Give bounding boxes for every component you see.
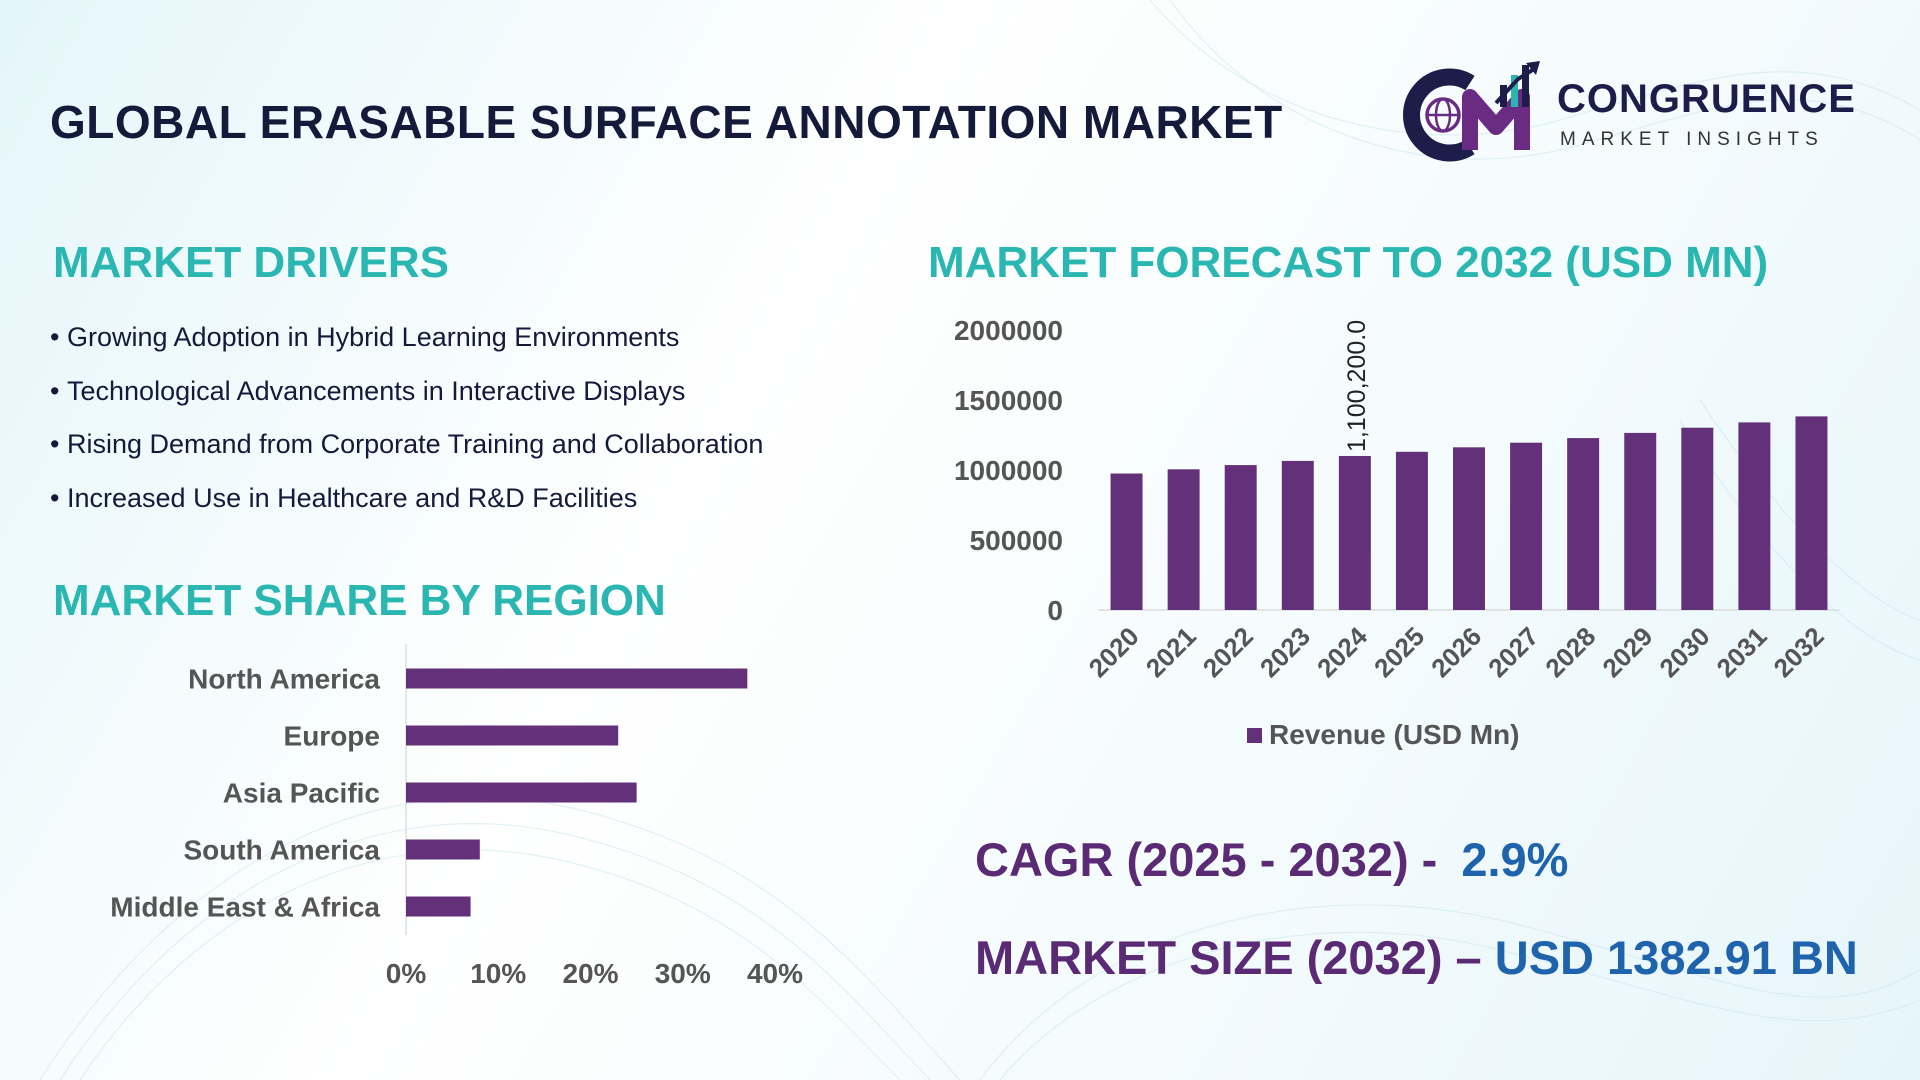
forecast-y-tick-label: 2000000: [954, 315, 1063, 346]
forecast-y-tick-label: 1000000: [954, 455, 1063, 486]
market-drivers-heading: MARKET DRIVERS: [53, 238, 450, 287]
forecast-x-tick-label: 2032: [1768, 621, 1830, 683]
forecast-x-tick-label: 2026: [1425, 621, 1487, 683]
forecast-x-tick-label: 2030: [1653, 621, 1715, 683]
driver-text: Rising Demand from Corporate Training an…: [67, 429, 764, 459]
region-category-label: Middle East & Africa: [110, 892, 380, 923]
region-x-tick-label: 30%: [655, 958, 711, 989]
bullet-mark: •: [50, 375, 60, 406]
forecast-bar: [1167, 469, 1200, 610]
forecast-bar: [1567, 438, 1600, 610]
forecast-x-tick-label: 2028: [1539, 621, 1601, 683]
region-category-label: Europe: [284, 721, 380, 752]
page-title: GLOBAL ERASABLE SURFACE ANNOTATION MARKE…: [50, 96, 1283, 148]
market-drivers-list: • Growing Adoption in Hybrid Learning Env…: [50, 322, 763, 536]
forecast-heading: MARKET FORECAST TO 2032 (USD MN): [928, 238, 1769, 287]
region-share-chart: North America Europe Asia Pacific South Ame…: [110, 644, 803, 989]
company-logo: CONGRUENCE MARKET INSIGHTS: [1400, 55, 1880, 165]
forecast-bar: [1110, 473, 1143, 610]
driver-item: • Growing Adoption in Hybrid Learning Env…: [50, 322, 763, 376]
logo-name: CONGRUENCE: [1557, 77, 1856, 121]
cagr-value: 2.9%: [1461, 833, 1569, 886]
forecast-bar: [1624, 432, 1657, 610]
logo-tagline: MARKET INSIGHTS: [1560, 129, 1824, 150]
driver-text: Growing Adoption in Hybrid Learning Envi…: [67, 322, 680, 352]
forecast-x-tick-label: 2023: [1254, 621, 1316, 683]
forecast-bar: [1795, 416, 1828, 610]
region-bar: [406, 782, 637, 803]
bullet-mark: •: [50, 429, 60, 459]
market-size-value: USD 1382.91 BN: [1494, 931, 1858, 984]
region-category-label: Asia Pacific: [223, 778, 380, 809]
driver-item: • Increased Use in Healthcare and R&D Fac…: [50, 483, 763, 537]
forecast-x-tick-label: 2031: [1711, 621, 1773, 683]
driver-text: Technological Advancements in Interactiv…: [67, 375, 686, 406]
region-bar: [406, 839, 480, 860]
forecast-bar: [1224, 465, 1257, 610]
region-x-tick-label: 10%: [470, 958, 526, 989]
forecast-x-tick-label: 2025: [1368, 621, 1430, 683]
forecast-x-tick-label: 2020: [1083, 621, 1145, 683]
driver-item: • Technological Advancements in Interacti…: [50, 376, 763, 430]
cagr-stat: CAGR (2025 - 2032) - 2.9%: [975, 832, 1568, 887]
region-share-heading: MARKET SHARE BY REGION: [53, 576, 666, 625]
forecast-bar: [1510, 442, 1543, 610]
region-bar: [406, 725, 619, 746]
cagr-label: CAGR (2025 - 2032) -: [975, 833, 1438, 886]
forecast-bar: [1738, 422, 1771, 610]
market-size-label: MARKET SIZE (2032) –: [975, 931, 1482, 984]
region-category-label: South America: [183, 835, 380, 866]
region-x-tick-label: 40%: [747, 958, 803, 989]
logo-mark-icon: [1403, 61, 1540, 162]
forecast-x-tick-label: 2029: [1596, 621, 1658, 683]
forecast-bar: [1281, 460, 1314, 610]
forecast-chart: 0 500000 1000000 1500000 2000000 202020212022…: [954, 315, 1840, 750]
forecast-x-tick-label: 2027: [1482, 621, 1544, 683]
legend-swatch: [1247, 728, 1262, 743]
region-x-tick-label: 0%: [386, 958, 427, 989]
region-x-tick-label: 20%: [562, 958, 618, 989]
forecast-x-tick-label: 2021: [1140, 621, 1202, 683]
forecast-y-tick-label: 0: [1047, 595, 1063, 626]
forecast-bar: [1681, 427, 1714, 610]
forecast-y-tick-label: 1500000: [954, 385, 1063, 416]
market-size-stat: MARKET SIZE (2032) – USD 1382.91 BN: [975, 930, 1858, 985]
region-bar: [406, 668, 748, 689]
driver-item: • Rising Demand from Corporate Training a…: [50, 429, 763, 483]
bullet-mark: •: [50, 322, 60, 352]
region-bar: [406, 896, 471, 917]
forecast-y-tick-label: 500000: [970, 525, 1063, 556]
forecast-x-tick-label: 2024: [1311, 621, 1373, 683]
region-category-label: North America: [188, 664, 380, 695]
forecast-bar: [1395, 451, 1428, 610]
forecast-x-tick-label: 2022: [1197, 621, 1259, 683]
legend-label: Revenue (USD Mn): [1269, 719, 1519, 750]
driver-text: Increased Use in Healthcare and R&D Faci…: [67, 482, 638, 513]
bullet-mark: •: [50, 482, 60, 513]
forecast-bar: [1338, 455, 1371, 610]
forecast-data-label: 1,100,200.0: [1343, 320, 1371, 452]
forecast-bar: [1453, 447, 1485, 610]
